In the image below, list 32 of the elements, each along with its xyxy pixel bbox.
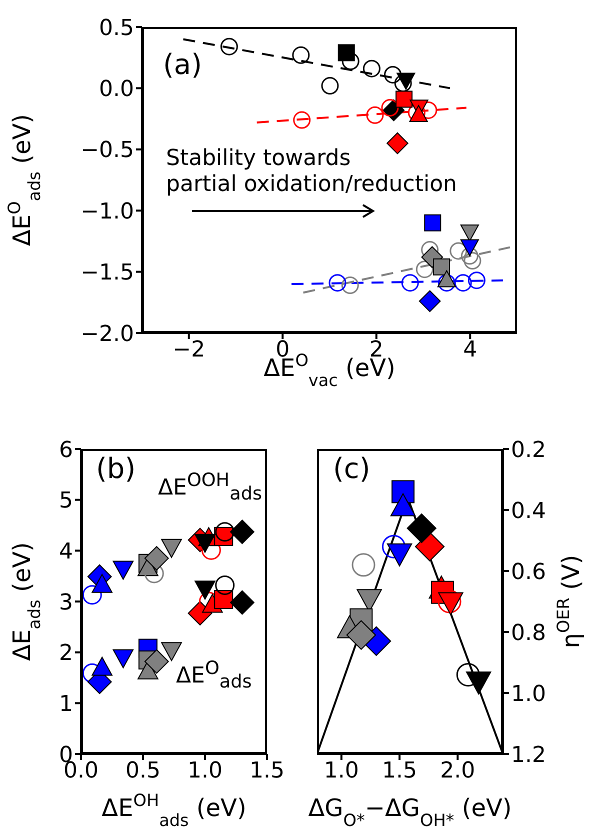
x-tick-label: 4 [463,338,478,363]
annotation: (c) [333,452,370,486]
y-tick-label: 5 [59,488,73,514]
y-tick-label: 0.0 [99,77,134,102]
x-axis-title: ΔG$_{O*}$−ΔG$_{OH*}$ (eV) [308,794,512,830]
y2-tick-label: 1.2 [511,742,546,768]
x-tick-label: 1.0 [324,758,359,784]
annotation: (a) [163,48,202,82]
y-tick-label: 6 [59,438,73,463]
y2-tick-label: 0.4 [511,498,546,524]
y-tick-label: 0.5 [99,16,134,41]
x-tick-label: 1.0 [188,758,222,784]
x-tick-label: 1.5 [382,758,418,784]
y-tick-label: 1 [59,692,73,717]
annotation: Stability towards partial oxidation/reduction [166,146,457,199]
x-tick-label: −2 [172,338,206,363]
x-tick-label: 0.5 [126,758,160,784]
x-tick-label: 1.5 [250,758,284,784]
y2-tick-label: 1.0 [511,682,546,707]
y-tick-label: −0.5 [80,138,134,164]
y-tick-label: −1.0 [80,199,134,224]
y-tick-label: −1.5 [80,260,134,286]
x-axis-title: ΔE$^{OH}$$_{ads}$ (eV) [102,790,246,830]
y2-tick-label: 0.8 [511,620,546,646]
y-tick-label: 4 [59,539,73,564]
y2-tick-label: 0.6 [511,560,546,585]
y-tick-label: 3 [59,590,73,616]
x-tick-label: 2.0 [440,758,476,784]
y-tick-label: −2.0 [80,322,134,347]
annotation: (b) [96,452,136,486]
y-tick-label: 2 [59,641,73,666]
y2-tick-label: 0.2 [511,438,546,463]
